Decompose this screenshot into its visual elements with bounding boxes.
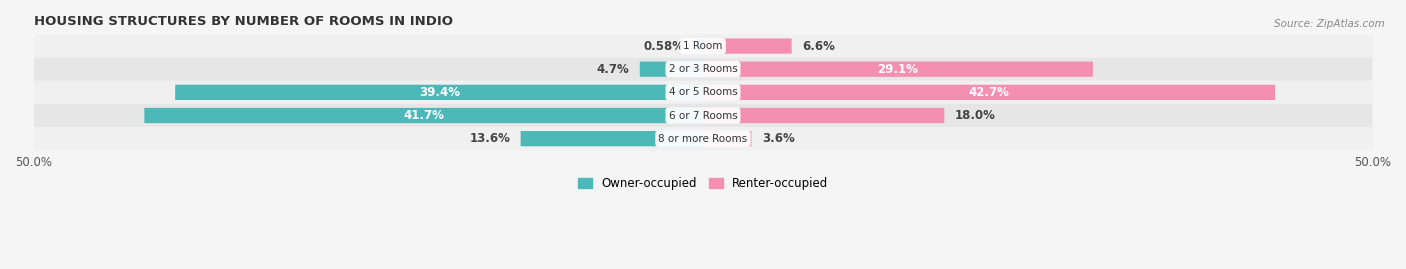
Text: 29.1%: 29.1%: [877, 63, 918, 76]
Text: 4.7%: 4.7%: [596, 63, 630, 76]
Text: 42.7%: 42.7%: [969, 86, 1010, 99]
Text: 41.7%: 41.7%: [404, 109, 444, 122]
Text: 18.0%: 18.0%: [955, 109, 995, 122]
FancyBboxPatch shape: [640, 62, 703, 77]
Legend: Owner-occupied, Renter-occupied: Owner-occupied, Renter-occupied: [572, 173, 834, 195]
Text: 13.6%: 13.6%: [470, 132, 510, 145]
FancyBboxPatch shape: [34, 81, 1372, 104]
FancyBboxPatch shape: [34, 34, 1372, 58]
FancyBboxPatch shape: [34, 58, 1372, 81]
Text: 2 or 3 Rooms: 2 or 3 Rooms: [669, 64, 737, 74]
Text: 39.4%: 39.4%: [419, 86, 460, 99]
FancyBboxPatch shape: [703, 38, 792, 54]
Text: 6.6%: 6.6%: [801, 40, 835, 52]
Text: 1 Room: 1 Room: [683, 41, 723, 51]
FancyBboxPatch shape: [703, 85, 1275, 100]
FancyBboxPatch shape: [703, 108, 945, 123]
FancyBboxPatch shape: [703, 131, 751, 146]
Text: Source: ZipAtlas.com: Source: ZipAtlas.com: [1274, 19, 1385, 29]
FancyBboxPatch shape: [703, 62, 1092, 77]
Text: HOUSING STRUCTURES BY NUMBER OF ROOMS IN INDIO: HOUSING STRUCTURES BY NUMBER OF ROOMS IN…: [34, 15, 453, 28]
FancyBboxPatch shape: [520, 131, 703, 146]
FancyBboxPatch shape: [34, 127, 1372, 150]
FancyBboxPatch shape: [145, 108, 703, 123]
FancyBboxPatch shape: [34, 104, 1372, 127]
Text: 6 or 7 Rooms: 6 or 7 Rooms: [669, 111, 737, 121]
Text: 0.58%: 0.58%: [644, 40, 685, 52]
FancyBboxPatch shape: [695, 38, 703, 54]
Text: 3.6%: 3.6%: [762, 132, 794, 145]
Text: 4 or 5 Rooms: 4 or 5 Rooms: [669, 87, 737, 97]
Text: 8 or more Rooms: 8 or more Rooms: [658, 134, 748, 144]
FancyBboxPatch shape: [176, 85, 703, 100]
